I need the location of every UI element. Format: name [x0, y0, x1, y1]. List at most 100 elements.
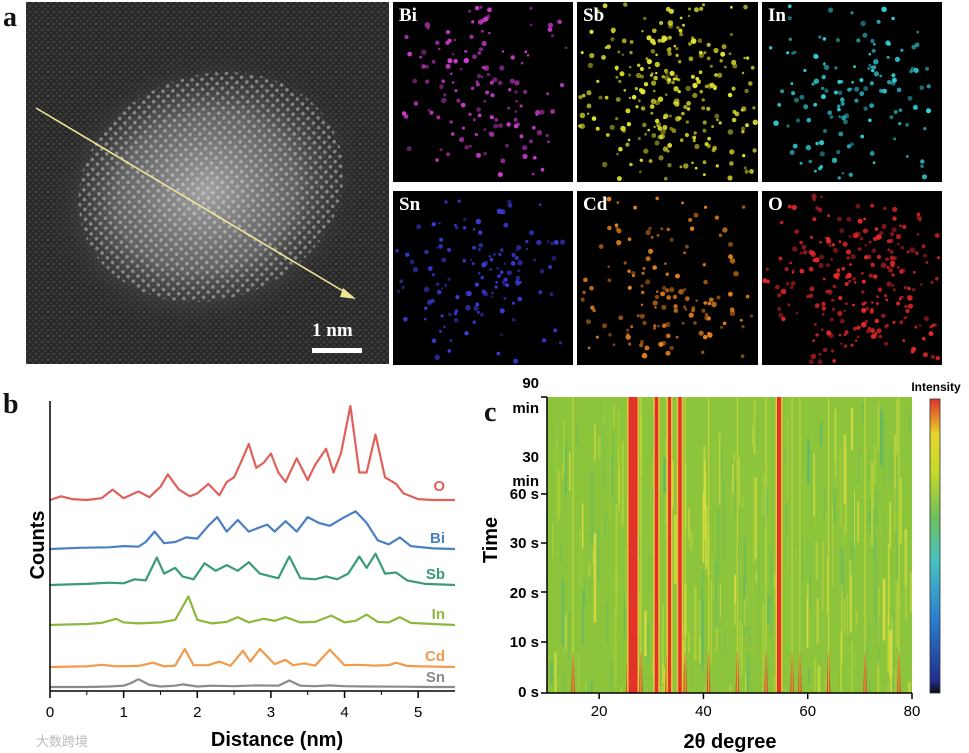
map-dot	[494, 285, 498, 289]
map-dot	[550, 34, 554, 38]
map-dot	[850, 343, 854, 347]
map-dot	[641, 271, 645, 275]
heatmap-streak	[794, 546, 797, 565]
map-dot	[872, 161, 876, 164]
map-dot	[541, 338, 547, 343]
heatmap-streak	[609, 467, 611, 521]
map-dot	[668, 114, 672, 118]
map-dot	[610, 27, 616, 33]
map-dot	[644, 132, 648, 136]
map-dot	[598, 95, 603, 100]
heatmap-streak	[879, 509, 881, 534]
map-dot	[688, 56, 694, 62]
heatmap-streak	[558, 470, 561, 519]
x-tick-label: 2	[193, 704, 201, 721]
heatmap-streak	[735, 479, 737, 512]
heatmap-streak	[624, 419, 626, 497]
map-dot	[855, 231, 861, 237]
heatmap-streak	[729, 685, 732, 693]
map-dot	[648, 66, 651, 70]
heatmap-streak	[698, 600, 701, 660]
map-dot	[831, 349, 835, 353]
map-dot	[631, 271, 636, 276]
map-dot	[839, 318, 845, 324]
map-dot	[450, 132, 455, 136]
map-dot	[857, 218, 863, 224]
map-dot	[711, 301, 717, 308]
map-dot	[855, 203, 861, 209]
series-line-o	[49, 404, 455, 502]
map-dot	[515, 275, 521, 281]
map-dot	[657, 324, 660, 328]
heatmap-streak	[843, 598, 846, 634]
map-dot	[837, 90, 843, 96]
heatmap-streak	[822, 542, 824, 611]
map-dot	[673, 304, 678, 309]
map-dot	[662, 125, 668, 130]
map-dot	[651, 133, 657, 138]
map-dot	[870, 307, 874, 312]
map-dot	[631, 94, 637, 100]
map-dot	[813, 102, 818, 107]
heatmap-streak	[878, 616, 881, 668]
map-dot	[587, 62, 594, 69]
map-dot	[831, 157, 838, 163]
map-dot	[475, 82, 480, 87]
map-dot	[547, 27, 553, 32]
map-dot	[489, 257, 494, 262]
map-dot	[703, 279, 708, 285]
map-dot	[424, 306, 428, 310]
map-dot	[806, 117, 812, 123]
map-dot	[731, 117, 737, 123]
map-dot	[886, 281, 892, 287]
map-in-dots	[769, 4, 931, 180]
heatmap-streak	[811, 450, 813, 516]
heatmap-streak	[840, 547, 843, 597]
heatmap-streak	[603, 425, 606, 488]
map-dot	[487, 7, 492, 13]
map-dot	[654, 61, 660, 68]
map-dot	[717, 72, 723, 78]
map-dot	[878, 334, 883, 339]
heatmap-streak	[816, 598, 819, 645]
map-dot	[841, 266, 846, 271]
map-dot	[685, 120, 689, 124]
map-dot	[916, 30, 919, 34]
map-dot	[580, 51, 584, 55]
map-dot	[535, 109, 541, 116]
map-dot	[506, 199, 512, 205]
map-dot	[881, 313, 886, 318]
map-dot	[651, 80, 657, 86]
map-dot	[660, 227, 664, 231]
map-dot	[828, 7, 834, 13]
map-dot	[885, 257, 889, 262]
map-dot	[490, 93, 495, 98]
map-dot	[709, 64, 713, 68]
map-dot	[846, 256, 850, 260]
heatmap-streak	[904, 539, 907, 622]
heatmap-strong-peak	[654, 397, 659, 693]
map-dot	[477, 113, 482, 118]
heatmap-streak	[873, 508, 875, 562]
map-dot	[655, 53, 658, 57]
map-dot	[675, 77, 679, 81]
map-dot	[881, 6, 887, 12]
map-dot	[935, 355, 940, 361]
map-dot	[694, 7, 699, 13]
map-dot	[610, 37, 615, 42]
heatmap-streak	[901, 591, 903, 606]
heatmap-streak	[556, 419, 558, 453]
map-dot	[860, 134, 865, 139]
x-axis-ticks: 0 1 2 3 4 5	[46, 691, 422, 721]
map-dot	[861, 290, 865, 294]
map-dot	[602, 3, 608, 9]
map-dot	[904, 304, 908, 308]
map-dot	[876, 19, 881, 24]
map-dot	[476, 107, 481, 112]
map-dot	[681, 201, 684, 205]
map-dot	[874, 318, 879, 324]
map-dot	[464, 331, 469, 336]
heatmap-streak	[909, 411, 911, 433]
map-dot	[674, 74, 679, 79]
heatmap-streak	[550, 660, 553, 686]
